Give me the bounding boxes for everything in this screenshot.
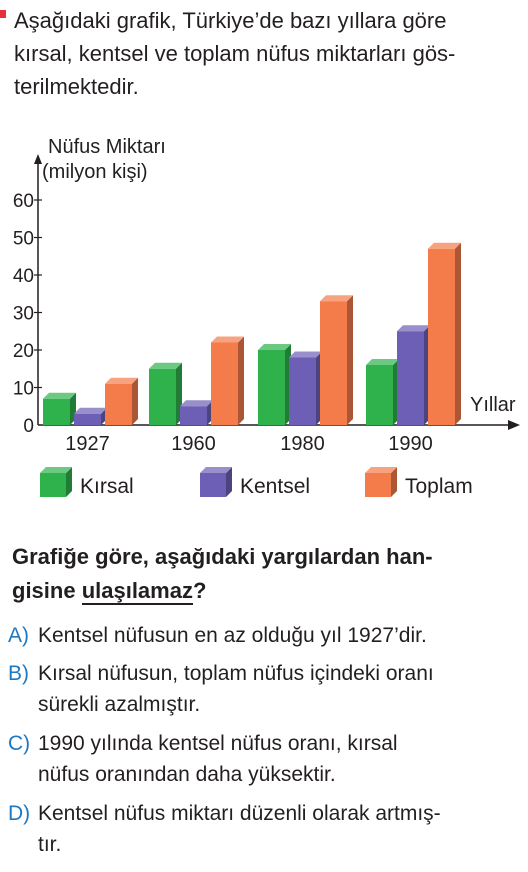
bar-top — [397, 325, 430, 332]
legend-swatch-top — [200, 467, 232, 473]
bar-kentsel-1960 — [180, 406, 207, 425]
option-c[interactable]: C) 1990 yılında kentsel nüfus oranı, kırs… — [8, 728, 520, 790]
option-text: tır. — [38, 833, 62, 856]
legend-swatch-side — [391, 467, 397, 497]
question-line: gisine ulaşılamaz? — [12, 574, 522, 608]
intro-text: Aşağıdaki grafik, Türkiye’de bazı yıllar… — [14, 4, 520, 103]
x-tick-label: 1990 — [388, 433, 433, 455]
bar-top — [428, 242, 461, 249]
option-letter: B) — [8, 662, 29, 685]
bar-top — [149, 362, 182, 369]
question-prefix: gisine — [12, 578, 82, 603]
bar-kırsal-1960 — [149, 368, 176, 425]
legend-label: Toplam — [405, 475, 473, 498]
intro-line: terilmektedir. — [14, 74, 139, 99]
y-tick-label: 10 — [13, 379, 34, 400]
bar-side — [238, 336, 244, 425]
bar-toplam-1990 — [428, 248, 455, 425]
legend-swatch-side — [66, 467, 72, 497]
legend-swatch-toplam — [365, 473, 391, 497]
y-tick-label: 50 — [13, 229, 34, 250]
option-d[interactable]: D) Kentsel nüfus miktarı düzenli olarak a… — [8, 798, 520, 860]
legend-swatch-top — [40, 467, 72, 473]
bar-top — [258, 344, 291, 350]
bar-kentsel-1927 — [74, 413, 101, 425]
x-axis-label: Yıllar — [470, 394, 516, 416]
x-axis-arrow — [508, 420, 520, 430]
bar-top — [211, 336, 244, 343]
option-a[interactable]: A) Kentsel nüfusun en az olduğu yıl 1927’… — [8, 620, 520, 651]
question-line: Grafiğe göre, aşağıdaki yargılardan han- — [12, 544, 433, 569]
bar-top — [43, 392, 76, 399]
bar-kırsal-1980 — [258, 350, 285, 425]
question-keyword: ulaşılamaz — [81, 578, 193, 605]
question-text: Grafiğe göre, aşağıdaki yargılardan han-… — [12, 540, 522, 608]
legend-swatch-top — [365, 467, 397, 473]
option-text: Kentsel nüfusun en az olduğu yıl 1927’di… — [38, 624, 427, 647]
option-text: sürekli azalmıştır. — [38, 693, 201, 716]
y-tick-label: 40 — [13, 266, 34, 287]
bar-top — [366, 359, 399, 365]
legend-swatch-kırsal — [40, 473, 66, 497]
bar-toplam-1927 — [105, 383, 132, 425]
intro-line: kırsal, kentsel ve toplam nüfus miktarla… — [14, 41, 456, 66]
bar-kırsal-1990 — [366, 365, 393, 425]
bar-side — [132, 377, 138, 425]
bar-toplam-1960 — [211, 342, 238, 425]
legend-label: Kırsal — [80, 475, 134, 498]
legend-swatch-side — [226, 467, 232, 497]
question-marker — [0, 10, 6, 18]
population-bar-chart: Nüfus Miktarı (milyon kişi) Yıllar 60 50 40 30… — [13, 136, 520, 498]
bar-top — [289, 351, 322, 358]
bar-toplam-1980 — [320, 301, 347, 425]
y-axis-label: Nüfus Miktarı — [48, 136, 166, 158]
bar-top — [320, 295, 353, 302]
question-suffix: ? — [192, 578, 207, 603]
bar-side — [455, 242, 461, 425]
option-text: nüfus oranından daha yüksektir. — [38, 763, 336, 786]
y-tick-label: 30 — [13, 304, 34, 325]
option-letter: C) — [8, 732, 31, 755]
intro-line: Aşağıdaki grafik, Türkiye’de bazı yıllar… — [14, 8, 447, 33]
bar-side — [347, 295, 353, 425]
x-tick-label: 1980 — [280, 433, 325, 455]
option-text: Kırsal nüfusun, toplam nüfus içindeki or… — [38, 662, 434, 685]
y-axis-arrow — [34, 154, 42, 164]
legend-label: Kentsel — [240, 475, 310, 498]
y-tick-label: 60 — [13, 191, 34, 212]
option-text: Kentsel nüfus miktarı düzenli olarak art… — [38, 802, 441, 825]
option-b[interactable]: B) Kırsal nüfusun, toplam nüfus içindeki … — [8, 658, 520, 720]
legend-swatch-kentsel — [200, 473, 226, 497]
bar-top — [180, 400, 213, 407]
option-letter: A) — [8, 624, 29, 647]
x-tick-label: 1927 — [65, 433, 110, 455]
option-letter: D) — [8, 802, 31, 825]
bar-kentsel-1980 — [289, 357, 316, 425]
bar-top — [74, 407, 107, 414]
y-tick-label: 0 — [23, 416, 34, 437]
y-tick-label: 20 — [13, 341, 34, 362]
bar-kentsel-1990 — [397, 331, 424, 425]
option-text: 1990 yılında kentsel nüfus oranı, kırsal — [38, 732, 398, 755]
x-tick-label: 1960 — [171, 433, 216, 455]
bar-top — [105, 377, 138, 384]
y-axis-label: (milyon kişi) — [42, 161, 148, 183]
bar-kırsal-1927 — [43, 398, 70, 425]
